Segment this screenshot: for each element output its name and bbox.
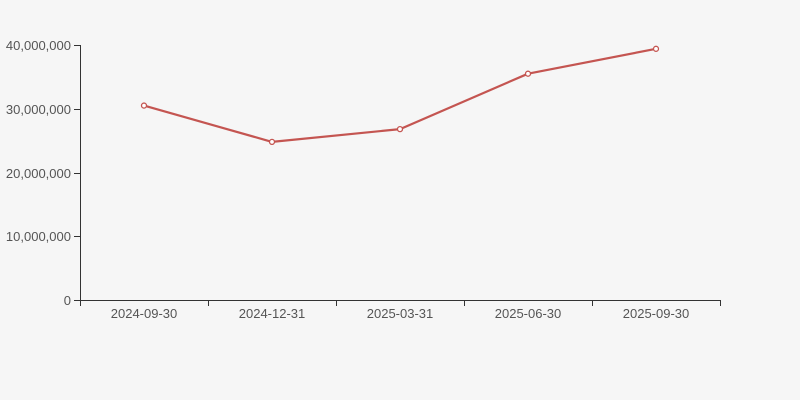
y-axis-tick-label: 40,000,000 xyxy=(6,38,71,53)
x-axis-tick-label: 2025-03-31 xyxy=(367,306,434,321)
y-axis-tick-label: 0 xyxy=(64,293,71,308)
y-axis-tick-label: 20,000,000 xyxy=(6,166,71,181)
x-axis-tick-label: 2024-12-31 xyxy=(239,306,306,321)
data-point-marker xyxy=(268,138,276,146)
data-point-marker xyxy=(524,70,532,77)
x-axis-tick-label: 2024-09-30 xyxy=(111,306,178,321)
data-point-marker xyxy=(652,45,660,52)
data-point-marker xyxy=(140,102,148,109)
y-axis-tick-label: 30,000,000 xyxy=(6,102,71,117)
y-axis-tick-label: 10,000,000 xyxy=(6,229,71,244)
x-axis-tick-label: 2025-06-30 xyxy=(495,306,562,321)
data-point-marker xyxy=(396,125,404,133)
x-axis-tick-label: 2025-09-30 xyxy=(623,306,690,321)
